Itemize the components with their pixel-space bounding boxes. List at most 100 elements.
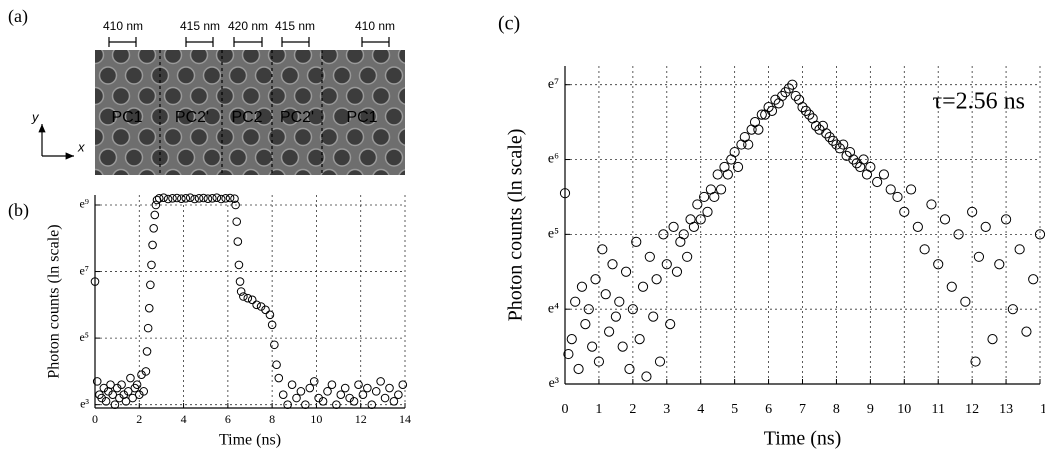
hole: [371, 50, 391, 65]
data-point: [800, 105, 811, 116]
data-point: [824, 131, 835, 143]
data-point: [261, 305, 270, 315]
data-point: [607, 259, 618, 270]
spacing-label: 410 nm: [355, 19, 395, 33]
data-point: [627, 304, 638, 315]
hole: [438, 67, 455, 84]
hole: [189, 50, 209, 65]
data-point: [283, 400, 292, 409]
hole: [98, 66, 118, 85]
hole: [319, 86, 339, 106]
data-point: [318, 397, 328, 406]
x-tick-label: 6: [225, 412, 231, 426]
hole: [398, 168, 405, 175]
data-point: [590, 274, 601, 285]
hole: [425, 170, 442, 187]
hole: [202, 107, 222, 126]
x-tick-label: 10: [310, 412, 322, 426]
data-point: [559, 188, 571, 199]
hole: [124, 66, 144, 85]
annotation: τ=2.56 ns: [932, 89, 1025, 115]
data-point: [712, 169, 723, 180]
hole: [397, 86, 405, 106]
hole: [241, 50, 261, 65]
data-point: [763, 102, 774, 113]
hole: [425, 47, 442, 64]
data-point: [732, 161, 744, 173]
data-point: [101, 397, 111, 406]
data-point: [570, 296, 581, 307]
hole: [412, 149, 429, 166]
hole: [384, 107, 404, 126]
hole: [111, 86, 131, 106]
hole: [111, 127, 131, 147]
x-tick-label: 0: [562, 402, 569, 417]
data-point: [827, 135, 839, 146]
data-point: [926, 199, 937, 210]
data-point: [272, 360, 281, 370]
hole: [254, 66, 274, 85]
hole: [425, 129, 442, 146]
data-point: [587, 341, 598, 352]
data-point: [783, 83, 795, 94]
x-tick-label: 8: [269, 412, 275, 426]
y-tick-label: e⁵: [79, 330, 89, 344]
data-point: [323, 387, 332, 396]
x-tick-label: 12: [355, 412, 367, 426]
data-point: [624, 363, 635, 375]
hole: [61, 170, 78, 187]
x-tick-label: 4: [697, 402, 704, 417]
hole: [267, 50, 287, 65]
data-point: [287, 380, 297, 390]
data-point: [327, 380, 337, 390]
data-point: [563, 348, 574, 360]
hole: [95, 127, 105, 147]
x-tick-label: 2: [136, 412, 142, 426]
hole: [111, 50, 131, 65]
hole: [371, 127, 391, 147]
hole: [280, 148, 300, 167]
data-point: [278, 390, 288, 399]
hole: [267, 86, 287, 106]
data-point: [128, 393, 137, 403]
data-point: [692, 199, 703, 210]
hole: [241, 86, 261, 106]
hole: [384, 66, 404, 85]
data-point: [661, 259, 672, 270]
hole: [319, 50, 339, 65]
hole: [254, 148, 274, 167]
hole: [306, 66, 326, 85]
data-point: [92, 377, 102, 386]
data-point: [221, 194, 230, 203]
data-point: [576, 281, 588, 292]
panel-label: (c): [498, 13, 520, 35]
data-point: [147, 260, 156, 270]
data-point: [117, 380, 126, 390]
data-point: [236, 287, 246, 296]
hole: [293, 50, 313, 65]
hole: [267, 127, 287, 147]
hole: [397, 127, 405, 147]
data-point: [126, 373, 135, 383]
data-point: [583, 304, 594, 315]
data-point: [163, 194, 173, 204]
hole: [98, 107, 118, 126]
hole: [346, 168, 364, 175]
hole: [425, 88, 442, 105]
data-point: [208, 194, 217, 203]
data-point: [980, 221, 991, 232]
data-point: [108, 390, 118, 399]
hole: [74, 67, 91, 84]
hole: [95, 168, 104, 175]
hole: [242, 168, 260, 175]
hole: [216, 168, 234, 175]
data-point: [933, 259, 944, 270]
hole: [412, 67, 429, 84]
data-point: [332, 400, 341, 409]
hole: [320, 168, 338, 175]
region-label: PC2': [280, 109, 314, 126]
data-point: [149, 223, 158, 233]
hole: [438, 149, 455, 166]
data-point: [235, 277, 245, 286]
